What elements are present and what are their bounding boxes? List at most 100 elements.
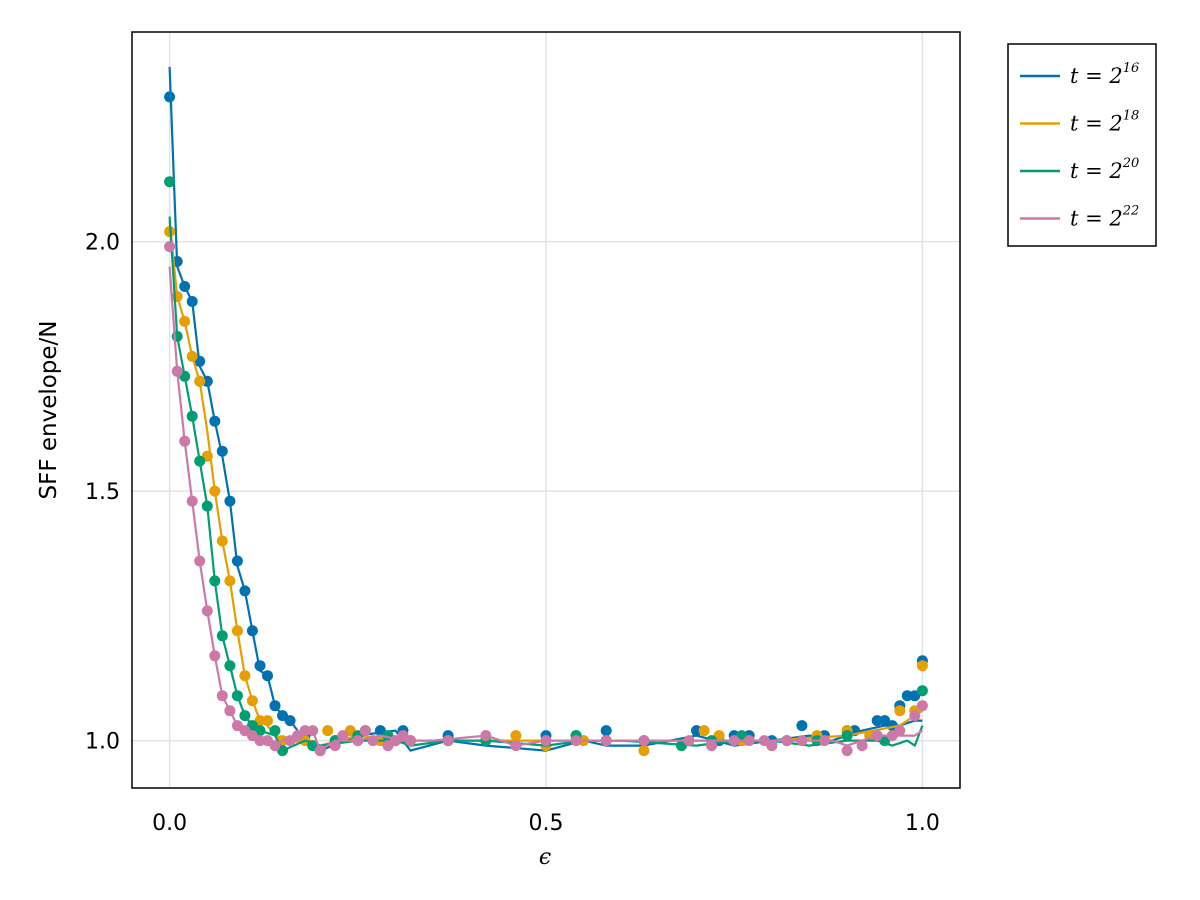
data-point [894,725,906,737]
x-tick-label: 0.5 [529,811,564,836]
data-point [216,630,228,642]
y-tick-label: 1.0 [85,730,120,755]
x-tick-label: 0.0 [152,811,187,836]
y-tick-label: 1.5 [85,480,120,505]
data-point [728,735,740,747]
data-point [871,730,883,742]
data-point [231,555,243,567]
data-point [224,575,236,587]
data-point [246,695,258,707]
data-point [194,555,206,567]
data-point [916,685,928,697]
legend-exponent: 22 [1122,204,1140,219]
data-point [269,725,281,737]
data-point [269,700,281,712]
data-point [706,740,718,752]
data-point [179,435,191,447]
data-point [856,740,868,752]
data-point [201,500,213,512]
data-point [796,720,808,732]
data-point [239,670,251,682]
data-point [216,535,228,547]
data-point [510,740,522,752]
data-point [269,740,281,752]
data-point [186,495,198,507]
data-point [698,725,710,737]
data-point [683,735,695,747]
data-point [916,660,928,672]
y-axis-title: SFF envelope/N [36,320,62,499]
data-point [186,350,198,362]
data-point [164,176,176,188]
data-point [894,705,906,717]
data-point [262,670,273,682]
data-point [337,730,349,742]
data-point [909,710,921,722]
data-point [186,296,198,307]
data-point [329,740,341,752]
data-point [299,725,311,737]
data-point [194,375,206,387]
data-point [781,735,793,747]
data-point [841,745,853,757]
data-point [819,735,830,747]
plot-series [164,66,928,757]
data-point [359,725,371,737]
data-point [239,710,251,722]
data-point [224,705,236,717]
data-point [570,735,582,747]
data-point [638,745,650,757]
data-point [307,725,319,737]
data-point [796,735,808,747]
data-point [231,625,243,637]
data-point [224,660,236,672]
data-point [186,410,198,422]
data-point [209,575,221,587]
x-axis-title: ϵ [539,845,551,870]
data-point [164,241,176,253]
data-point [766,740,778,752]
data-point [209,485,221,497]
data-point [239,585,251,597]
data-point [314,745,326,757]
legend-frame [1007,43,1157,247]
data-point [216,445,228,457]
data-point [600,735,612,747]
data-point [179,281,191,292]
data-point [916,700,928,712]
data-point [209,650,221,662]
data-point [246,625,258,637]
data-point [164,91,176,103]
data-point [600,725,612,737]
data-point [194,455,206,467]
data-point [171,365,183,377]
data-point [540,735,552,747]
data-point [510,730,522,742]
axis-ticks: 0.0 0.5 1.0 1.0 1.5 2.0 [85,231,940,836]
x-tick-label: 1.0 [905,811,940,836]
data-point [209,415,221,427]
data-point [352,735,364,747]
legend-exponent: 20 [1122,156,1140,171]
legend-exponent: 18 [1123,109,1140,124]
legend-item: t = 218 [1020,109,1139,136]
data-point [231,690,243,702]
data-point [638,735,650,747]
data-point [224,495,236,507]
data-point [201,375,213,387]
legend-exponent: 16 [1123,61,1140,76]
data-point [743,735,755,747]
data-point [367,735,379,747]
data-point [691,725,702,737]
data-point [480,730,492,742]
data-point [216,690,228,702]
data-point [284,715,296,727]
series-4 [164,241,928,757]
legend-label: t = 218 [1070,109,1139,136]
y-tick-label: 2.0 [85,231,120,256]
data-point [442,735,454,747]
plot-area-frame [131,31,961,789]
